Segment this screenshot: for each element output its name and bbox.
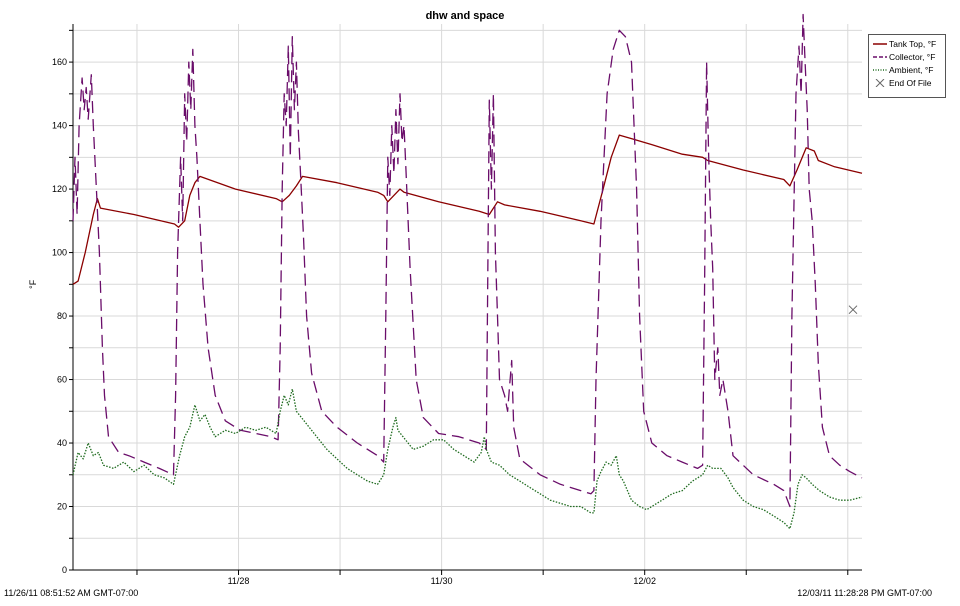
x-start-label: 11/26/11 08:51:52 AM GMT-07:00: [4, 588, 139, 598]
legend-item-ambient: Ambient, °F: [873, 64, 947, 76]
legend-item-end-of-file: End Of File: [873, 77, 947, 89]
series-line-1: [72, 13, 863, 508]
x-end-label: 12/03/11 11:28:28 PM GMT-07:00: [797, 588, 932, 598]
y-axis-label: °F: [28, 279, 38, 289]
x-marker-icon: [875, 79, 885, 87]
end-of-file-marker: [848, 305, 858, 315]
x-tick-label: 11/30: [431, 576, 453, 586]
x-tick-label: 12/02: [633, 576, 656, 586]
y-tick-label: 40: [57, 438, 67, 448]
series-line-2: [72, 388, 863, 530]
series-line-0: [72, 134, 863, 285]
y-tick-label: 140: [52, 121, 67, 131]
legend-label-tank-top: Tank Top, °F: [889, 39, 937, 49]
y-tick-label: 80: [57, 311, 67, 321]
y-tick-label: 160: [52, 57, 67, 67]
y-tick-label: 100: [52, 248, 67, 258]
legend-label-collector: Collector, °F: [889, 52, 936, 62]
chart-title: dhw and space: [425, 10, 505, 22]
legend-label-ambient: Ambient, °F: [889, 65, 934, 75]
y-tick-label: 20: [57, 502, 67, 512]
legend-item-collector: Collector, °F: [873, 51, 947, 63]
legend: Tank Top, °F Collector, °F Ambient, °F E…: [868, 34, 946, 98]
x-tick-label: 11/28: [228, 576, 250, 586]
y-tick-label: 120: [52, 184, 67, 194]
legend-item-tank-top: Tank Top, °F: [873, 38, 947, 50]
y-tick-label: 60: [57, 375, 67, 385]
legend-label-end-of-file: End Of File: [889, 78, 932, 88]
y-tick-label: 0: [62, 565, 67, 575]
